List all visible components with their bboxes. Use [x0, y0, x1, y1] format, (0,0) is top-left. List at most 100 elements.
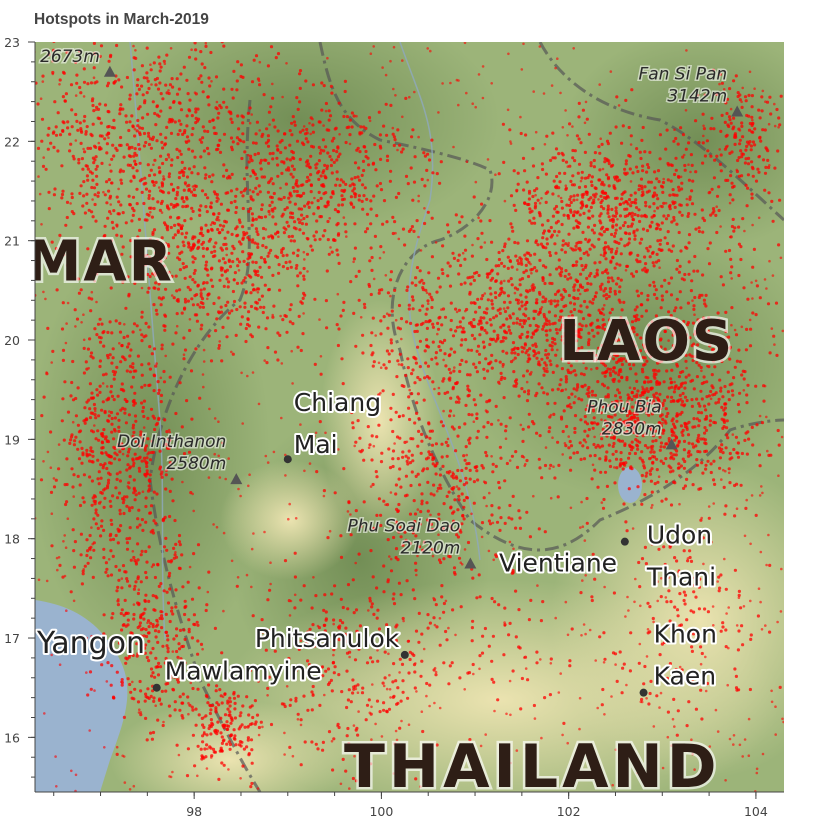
hotspot-point	[261, 244, 265, 248]
hotspot-point	[159, 65, 163, 69]
hotspot-point	[293, 202, 297, 206]
hotspot-point	[131, 426, 135, 430]
hotspot-point	[363, 305, 367, 310]
hotspot-point	[168, 83, 172, 87]
hotspot-point	[58, 133, 63, 137]
hotspot-point	[332, 160, 336, 164]
hotspot-point	[216, 116, 220, 120]
hotspot-point	[179, 657, 183, 661]
hotspot-point	[309, 244, 313, 248]
hotspot-point	[615, 240, 619, 244]
hotspot-point	[236, 264, 240, 268]
hotspot-point	[518, 307, 522, 311]
hotspot-point	[528, 288, 532, 292]
hotspot-point	[567, 216, 571, 220]
hotspot-point	[235, 136, 239, 140]
hotspot-point	[180, 232, 184, 236]
hotspot-point	[666, 395, 670, 399]
hotspot-point	[544, 172, 549, 176]
hotspot-point	[233, 199, 237, 203]
hotspot-point	[107, 59, 111, 63]
hotspot-point	[498, 360, 502, 364]
hotspot-point	[128, 474, 132, 479]
hotspot-point	[112, 377, 116, 381]
hotspot-point	[527, 317, 531, 321]
hotspot-point	[652, 191, 657, 195]
hotspot-point	[410, 225, 414, 229]
hotspot-point	[449, 347, 453, 351]
hotspot-point	[757, 453, 762, 457]
hotspot-point	[670, 395, 674, 399]
hotspot-point	[518, 322, 522, 326]
hotspot-point	[751, 311, 755, 315]
hotspot-point	[772, 334, 776, 338]
hotspot-point	[459, 343, 463, 347]
hotspot-point	[100, 408, 104, 412]
hotspot-point	[593, 453, 597, 458]
hotspot-point	[215, 107, 219, 111]
hotspot-point	[175, 190, 179, 194]
hotspot-point	[656, 206, 660, 210]
hotspot-point	[641, 125, 645, 130]
hotspot-point	[119, 611, 123, 616]
hotspot-point	[140, 385, 144, 389]
hotspot-point	[415, 323, 419, 327]
hotspot-point	[643, 150, 647, 154]
hotspot-point	[664, 147, 668, 151]
hotspot-point	[119, 360, 123, 364]
hotspot-point	[507, 237, 511, 241]
hotspot-point	[141, 93, 145, 97]
hotspot-point	[164, 157, 168, 162]
hotspot-point	[658, 338, 663, 342]
hotspot-point	[193, 294, 197, 298]
hotspot-point	[93, 413, 97, 417]
hotspot-point	[222, 132, 227, 136]
hotspot-point	[142, 414, 146, 419]
hotspot-point	[407, 307, 411, 311]
hotspot-point	[96, 116, 100, 120]
hotspot-point	[611, 452, 615, 456]
hotspot-point	[662, 201, 666, 205]
hotspot-point	[737, 225, 741, 229]
hotspot-point	[342, 114, 346, 119]
hotspot-point	[560, 367, 565, 371]
hotspot-point	[572, 302, 577, 306]
hotspot-point	[385, 349, 389, 353]
hotspot-point	[760, 421, 765, 425]
hotspot-point	[615, 211, 619, 215]
hotspot-point	[361, 351, 365, 355]
hotspot-point	[211, 254, 215, 259]
hotspot-point	[590, 183, 594, 188]
hotspot-point	[173, 518, 177, 523]
hotspot-point	[642, 464, 646, 468]
hotspot-point	[144, 187, 149, 191]
hotspot-point	[153, 629, 158, 633]
hotspot-point	[266, 134, 270, 138]
hotspot-point	[92, 161, 96, 165]
hotspot-point	[226, 208, 230, 212]
hotspot-point	[712, 420, 716, 424]
hotspot-point	[371, 316, 375, 320]
hotspot-point	[628, 412, 632, 416]
hotspot-point	[641, 355, 645, 359]
hotspot-point	[183, 300, 188, 304]
hotspot-point	[728, 346, 732, 350]
hotspot-point	[151, 197, 155, 201]
hotspot-point	[522, 270, 526, 274]
hotspot-point	[236, 60, 240, 64]
hotspot-point	[380, 288, 384, 292]
hotspot-point	[567, 272, 571, 276]
hotspot-point	[541, 167, 545, 172]
hotspot-point	[469, 320, 473, 325]
sea-water	[35, 600, 128, 792]
hotspot-point	[690, 404, 695, 408]
hotspot-point	[627, 337, 631, 341]
hotspot-point	[139, 430, 143, 434]
hotspot-point	[193, 155, 197, 159]
hotspot-point	[112, 437, 116, 441]
hotspot-point	[73, 540, 77, 544]
hotspot-point	[116, 585, 120, 590]
hotspot-point	[204, 44, 208, 49]
hotspot-point	[653, 376, 657, 380]
